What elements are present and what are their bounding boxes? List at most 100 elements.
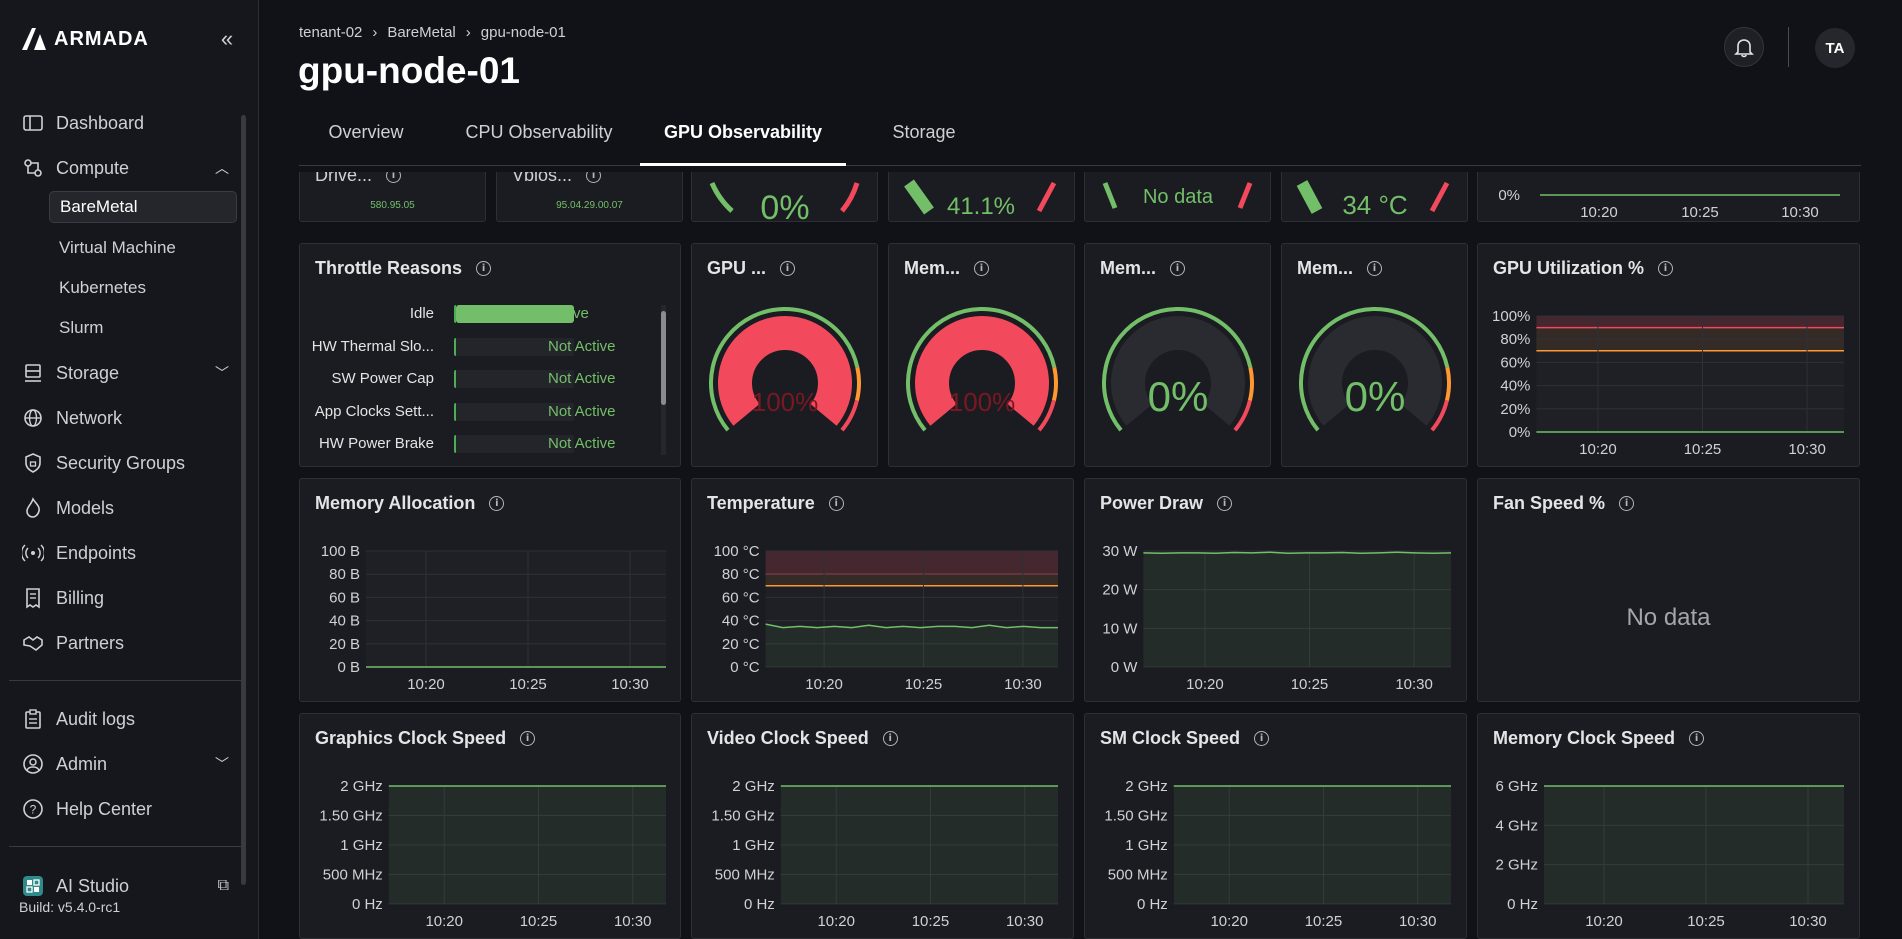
top-gauge-panel-1: 0%	[691, 172, 878, 222]
info-icon[interactable]: i	[1689, 731, 1705, 746]
sidebar-item-baremetal[interactable]: BareMetal	[49, 191, 237, 223]
nav-ai-studio[interactable]: AI Studio ⧉	[14, 869, 239, 903]
top-gauge-value: 34 °C	[1342, 190, 1407, 220]
info-icon[interactable]: i	[882, 731, 898, 746]
nav-security-groups[interactable]: Security Groups	[14, 446, 239, 480]
nav-help-center[interactable]: ? Help Center	[14, 792, 239, 826]
nav-network-label: Network	[56, 407, 123, 428]
info-icon[interactable]: i	[489, 496, 505, 511]
info-icon[interactable]: i	[1254, 731, 1270, 746]
throttle-label: HW Power Brake	[318, 435, 434, 452]
armada-logo[interactable]: ARMADA	[20, 26, 149, 52]
nav-models[interactable]: Models	[14, 491, 239, 525]
y-tick-label: 6 GHz	[1495, 778, 1538, 795]
sidebar-item-kubernetes[interactable]: Kubernetes	[49, 272, 237, 304]
nav-audit-logs[interactable]: Audit logs	[14, 702, 239, 736]
gauge-panel-1: GPU ... i 100%	[691, 243, 878, 467]
flame-icon	[26, 497, 40, 518]
throttle-status: Active	[548, 305, 589, 322]
chevron-down-icon[interactable]: ﹀	[215, 756, 229, 772]
notifications-button[interactable]	[1724, 27, 1764, 67]
info-icon[interactable]: i	[1217, 496, 1233, 511]
gauge-fill	[915, 316, 1049, 426]
info-icon[interactable]: i	[1619, 496, 1635, 511]
sidebar-item-slurm[interactable]: Slurm	[49, 312, 237, 344]
y-tick-label: 0 W	[1111, 659, 1139, 676]
nav-endpoints[interactable]: Endpoints	[14, 536, 239, 570]
collapse-sidebar-icon[interactable]: «	[220, 26, 234, 51]
tab-cpu-observability[interactable]: CPU Observability	[465, 122, 613, 142]
x-tick-label: 10:25	[1687, 913, 1725, 930]
info-icon[interactable]: i	[386, 172, 402, 183]
info-icon[interactable]: i	[1367, 261, 1383, 276]
gauge-threshold-red	[1233, 399, 1252, 432]
external-link-icon[interactable]: ⧉	[217, 877, 229, 894]
throttle-scrollbar[interactable]	[661, 305, 666, 455]
top-gauge-value: 41.1%	[947, 193, 1015, 220]
x-tick-label: 10:20	[1210, 913, 1248, 930]
y-tick-label: 2 GHz	[340, 778, 383, 795]
sidebar-scrollbar[interactable]	[241, 115, 246, 885]
info-icon[interactable]: i	[780, 261, 796, 276]
top-gauge-value: No data	[1143, 186, 1214, 208]
video-clock-chart: 0 Hz 500 MHz 1 GHz 1.50 GHz 2 GHz 10:20 10:25 1…	[711, 778, 1058, 930]
panel-title: Memory Clock Speed	[1493, 728, 1676, 748]
chevron-up-icon[interactable]: ︿	[215, 160, 229, 176]
sm-clock-chart: 0 Hz 500 MHz 1 GHz 1.50 GHz 2 GHz 10:20 10:25 1…	[1104, 778, 1451, 930]
y-tick-label: 0%	[1498, 187, 1520, 204]
armada-logo-icon	[22, 28, 46, 50]
breadcrumb-baremetal[interactable]: BareMetal	[387, 24, 456, 41]
gauge-chart: 0%	[1299, 307, 1451, 432]
y-tick-label: 500 MHz	[1108, 867, 1168, 884]
x-tick-label: 10:20	[805, 676, 843, 693]
help-icon: ?	[23, 799, 43, 819]
gauge-chart: 100%	[709, 307, 861, 432]
nav-security-groups-label: Security Groups	[56, 452, 186, 473]
x-tick-label: 10:25	[1291, 676, 1329, 693]
nav-compute[interactable]: Compute ︿	[14, 151, 239, 185]
chevron-down-icon[interactable]: ﹀	[215, 365, 229, 381]
shield-icon	[25, 453, 41, 473]
x-tick-label: 10:25	[509, 676, 547, 693]
handshake-icon	[23, 636, 43, 651]
temperature-panel: Temperature i 0 °C 20 °C 40 °C 60 °C 80 °C 100…	[691, 478, 1074, 702]
nav-partners[interactable]: Partners	[14, 626, 239, 660]
x-tick-label: 10:30	[1781, 204, 1819, 221]
info-icon[interactable]: i	[1658, 261, 1674, 276]
nav-admin[interactable]: Admin ﹀	[14, 747, 239, 781]
threshold-band-red	[1536, 316, 1844, 328]
gauge-chart: 100%	[906, 307, 1058, 432]
nav-billing[interactable]: Billing	[14, 581, 239, 615]
nav-storage[interactable]: Storage ﹀	[14, 356, 239, 390]
nav-dashboard[interactable]: Dashboard	[14, 106, 239, 140]
gauge-threshold-orange	[854, 366, 861, 401]
gauge-panel-4: Mem... i 0%	[1281, 243, 1468, 467]
top-gauge-panel-3: No data	[1084, 172, 1271, 222]
series-area	[765, 624, 1058, 667]
tab-overview[interactable]: Overview	[328, 122, 404, 142]
info-icon[interactable]: i	[476, 261, 492, 276]
throttle-status: Not Active	[548, 337, 616, 355]
plot-area	[366, 551, 666, 667]
x-tick-label: 10:20	[425, 913, 463, 930]
avatar[interactable]: TA	[1815, 28, 1855, 68]
throttle-row: SW Power Cap Not Active	[300, 368, 670, 390]
panel-title: Throttle Reasons	[315, 258, 463, 278]
y-tick-label: 0 Hz	[744, 896, 775, 913]
info-icon[interactable]: i	[974, 261, 990, 276]
info-icon[interactable]: i	[520, 731, 536, 746]
tab-gpu-observability[interactable]: GPU Observability	[640, 118, 846, 166]
x-tick-label: 10:20	[1585, 913, 1623, 930]
info-icon[interactable]: i	[586, 172, 602, 183]
top-gauge-panel-2: 41.1%	[888, 172, 1075, 222]
plot-area	[765, 551, 1058, 667]
tab-storage[interactable]: Storage	[892, 122, 956, 142]
info-icon[interactable]: i	[1170, 261, 1186, 276]
nav-admin-label: Admin	[56, 753, 108, 774]
nav-network[interactable]: Network	[14, 401, 239, 435]
sidebar-item-virtual-machine[interactable]: Virtual Machine	[49, 232, 237, 264]
page-title: gpu-node-01	[298, 50, 520, 91]
info-icon[interactable]: i	[828, 496, 844, 511]
breadcrumb-tenant[interactable]: tenant-02	[299, 24, 363, 41]
y-tick-label: 80 B	[329, 566, 360, 583]
